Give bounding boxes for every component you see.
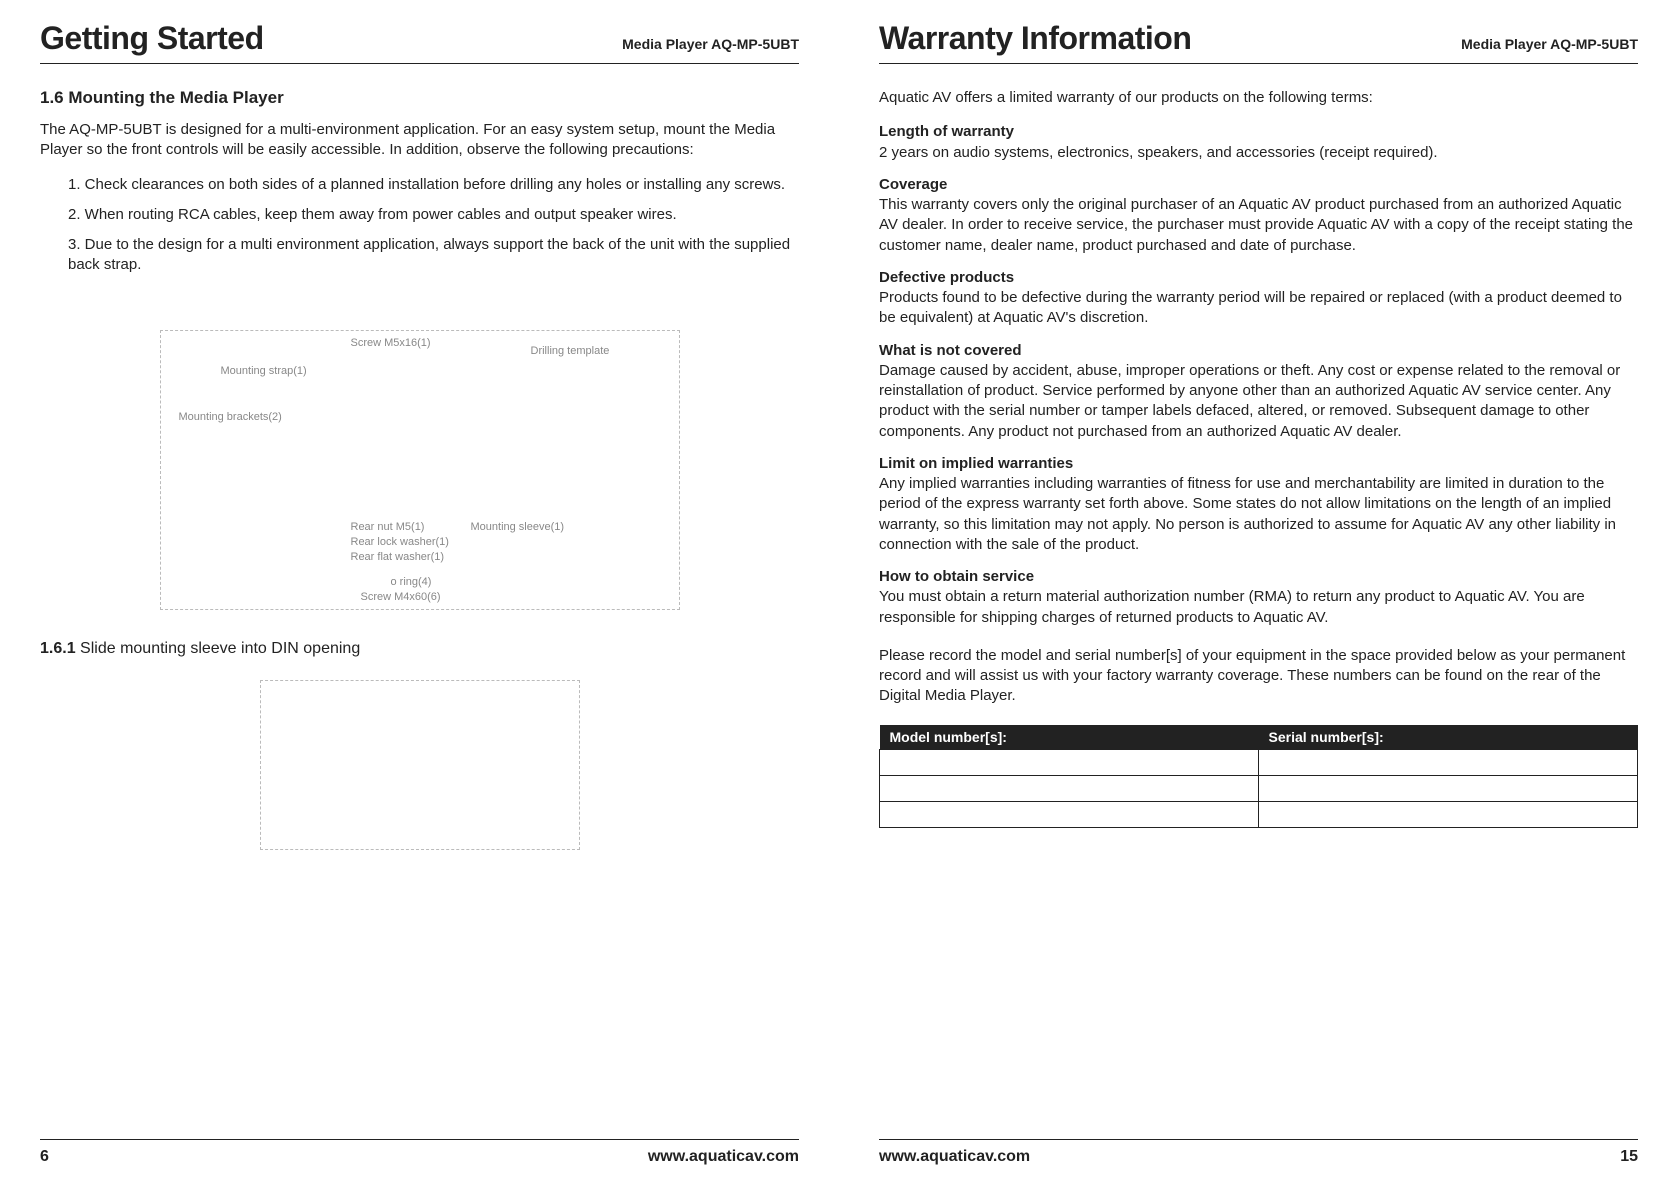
serial-number-table: Model number[s]: Serial number[s]:	[879, 725, 1638, 828]
record-note: Please record the model and serial numbe…	[879, 646, 1638, 707]
table-cell	[1259, 749, 1638, 775]
substep-number: 1.6.1	[40, 640, 76, 657]
table-cell	[880, 775, 1259, 801]
left-page: Getting Started Media Player AQ-MP-5UBT …	[0, 0, 839, 1186]
product-label-left: Media Player AQ-MP-5UBT	[622, 36, 799, 52]
table-header-serial: Serial number[s]:	[1259, 725, 1638, 750]
warranty-notcovered-desc: Damage caused by accident, abuse, improp…	[879, 361, 1638, 442]
diagram-label-flatwasher: Rear flat washer(1)	[351, 551, 445, 563]
table-cell	[880, 749, 1259, 775]
substep-161: 1.6.1 Slide mounting sleeve into DIN ope…	[40, 640, 799, 658]
warranty-implied: Limit on implied warranties Any implied …	[879, 454, 1638, 555]
diagram-label-sleeve: Mounting sleeve(1)	[471, 521, 565, 533]
right-page-header: Warranty Information Media Player AQ-MP-…	[879, 20, 1638, 64]
diagram-label-template: Drilling template	[531, 345, 610, 357]
warranty-implied-label: Limit on implied warranties	[879, 454, 1638, 474]
warranty-length: Length of warranty 2 years on audio syst…	[879, 122, 1638, 163]
table-cell	[880, 801, 1259, 827]
step-1: 1. Check clearances on both sides of a p…	[68, 175, 799, 195]
din-sleeve-diagram	[260, 680, 580, 850]
warranty-notcovered-label: What is not covered	[879, 341, 1638, 361]
section-title-right: Warranty Information	[879, 20, 1191, 57]
intro-paragraph: The AQ-MP-5UBT is designed for a multi-e…	[40, 120, 799, 161]
warranty-coverage-desc: This warranty covers only the original p…	[879, 195, 1638, 256]
page-number-left: 6	[40, 1148, 49, 1166]
diagram-label-screw: Screw M5x16(1)	[351, 337, 431, 349]
diagram-label-brackets: Mounting brackets(2)	[179, 411, 282, 423]
warranty-coverage-label: Coverage	[879, 175, 1638, 195]
diagram-label-oring: o ring(4)	[391, 576, 432, 588]
step-3: 3. Due to the design for a multi environ…	[68, 235, 799, 276]
left-page-footer: 6 www.aquaticav.com	[40, 1139, 799, 1166]
warranty-service-desc: You must obtain a return material author…	[879, 587, 1638, 628]
right-page-footer: www.aquaticav.com 15	[879, 1139, 1638, 1166]
substep-text: Slide mounting sleeve into DIN opening	[76, 640, 361, 657]
step-2: 2. When routing RCA cables, keep them aw…	[68, 205, 799, 225]
precautions-list: 1. Check clearances on both sides of a p…	[40, 175, 799, 286]
mounting-diagram: Screw M5x16(1) Drilling template Mountin…	[160, 330, 680, 610]
diagram-label-screw2: Screw M4x60(6)	[361, 591, 441, 603]
right-page: Warranty Information Media Player AQ-MP-…	[839, 0, 1678, 1186]
warranty-defective-desc: Products found to be defective during th…	[879, 288, 1638, 329]
table-cell	[1259, 775, 1638, 801]
subheading-mounting: 1.6 Mounting the Media Player	[40, 88, 799, 108]
diagram-label-strap: Mounting strap(1)	[221, 365, 307, 377]
diagram-label-lockwasher: Rear lock washer(1)	[351, 536, 449, 548]
footer-url-left: www.aquaticav.com	[648, 1148, 799, 1166]
warranty-defective: Defective products Products found to be …	[879, 268, 1638, 329]
warranty-defective-label: Defective products	[879, 268, 1638, 288]
warranty-service: How to obtain service You must obtain a …	[879, 567, 1638, 628]
section-title-left: Getting Started	[40, 20, 264, 57]
warranty-length-label: Length of warranty	[879, 122, 1638, 142]
table-header-model: Model number[s]:	[880, 725, 1259, 750]
warranty-implied-desc: Any implied warranties including warrant…	[879, 474, 1638, 555]
diagram-label-rearnut: Rear nut M5(1)	[351, 521, 425, 533]
warranty-length-desc: 2 years on audio systems, electronics, s…	[879, 143, 1638, 163]
footer-url-right: www.aquaticav.com	[879, 1148, 1030, 1166]
table-cell	[1259, 801, 1638, 827]
left-page-header: Getting Started Media Player AQ-MP-5UBT	[40, 20, 799, 64]
product-label-right: Media Player AQ-MP-5UBT	[1461, 36, 1638, 52]
warranty-intro: Aquatic AV offers a limited warranty of …	[879, 88, 1638, 108]
page-number-right: 15	[1620, 1148, 1638, 1166]
warranty-notcovered: What is not covered Damage caused by acc…	[879, 341, 1638, 442]
warranty-coverage: Coverage This warranty covers only the o…	[879, 175, 1638, 256]
warranty-service-label: How to obtain service	[879, 567, 1638, 587]
